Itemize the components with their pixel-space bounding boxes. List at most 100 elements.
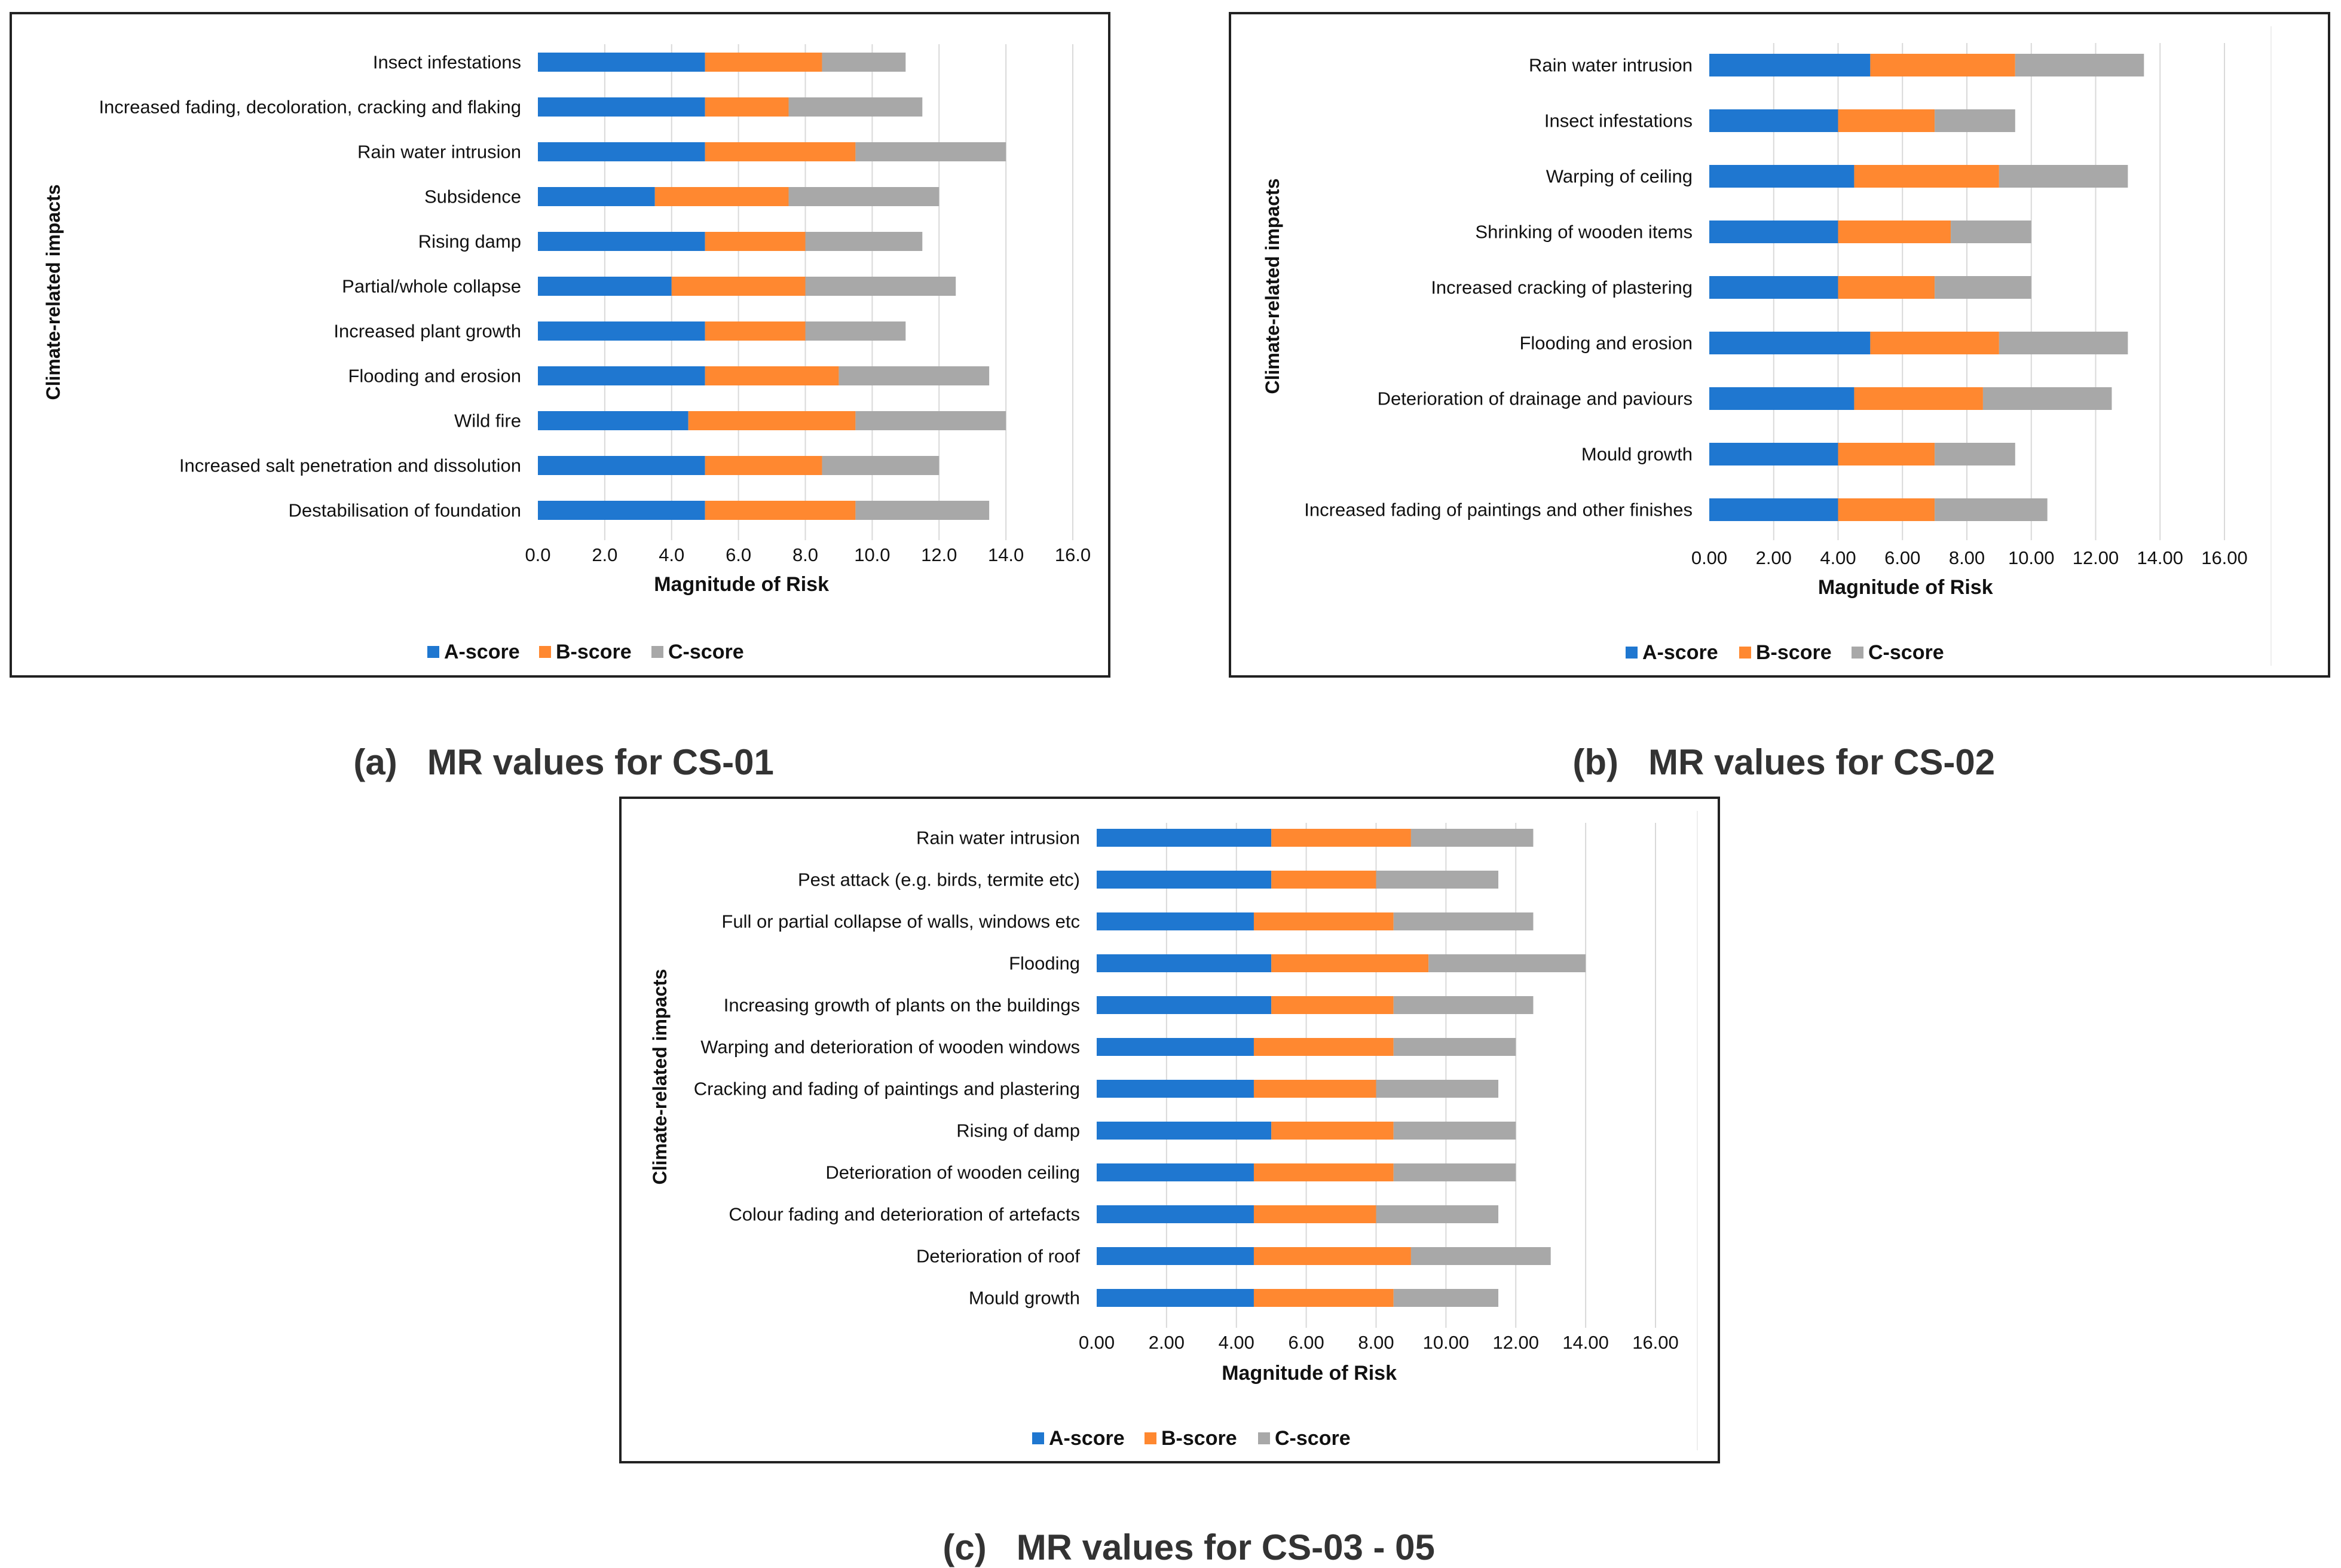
legend-label-a: B-score bbox=[556, 641, 632, 663]
bar-a-c-score bbox=[805, 321, 906, 341]
legend-swatch-b-a-score bbox=[1626, 647, 1638, 659]
bar-a-b-score bbox=[705, 97, 789, 117]
bar-c-c-score bbox=[1393, 1163, 1516, 1181]
bar-c-c-score bbox=[1393, 912, 1534, 930]
x-tick-label-a: 2.0 bbox=[592, 544, 617, 565]
category-label-a: Destabilisation of foundation bbox=[289, 500, 521, 521]
category-label-c: Increasing growth of plants on the build… bbox=[724, 995, 1080, 1016]
bar-c-c-score bbox=[1376, 871, 1499, 889]
legend-label-c: A-score bbox=[1049, 1427, 1125, 1450]
bar-c-c-score bbox=[1393, 1038, 1516, 1056]
bar-c-b-score bbox=[1253, 1163, 1394, 1181]
bar-c-b-score bbox=[1253, 1247, 1411, 1265]
category-label-c: Deterioration of roof bbox=[916, 1246, 1080, 1267]
bar-b-b-score bbox=[1870, 54, 2015, 76]
bar-b-c-score bbox=[1999, 332, 2128, 354]
bars-c bbox=[1097, 829, 1586, 1307]
caption-c: (c) MR values for CS-03 - 05 bbox=[923, 1486, 1435, 1568]
bar-c-a-score bbox=[1097, 1080, 1254, 1098]
bar-c-c-score bbox=[1393, 1122, 1516, 1140]
legend-label-a: A-score bbox=[444, 641, 520, 663]
x-axis-title-a: Magnitude of Risk bbox=[654, 573, 829, 596]
bar-c-a-score bbox=[1097, 1163, 1254, 1181]
bar-b-b-score bbox=[1838, 443, 1935, 466]
caption-b-text: MR values for CS-02 bbox=[1648, 742, 1996, 782]
bar-b-b-score bbox=[1838, 276, 1935, 299]
bar-b-a-score bbox=[1709, 498, 1838, 521]
bar-b-a-score bbox=[1709, 220, 1838, 243]
x-tick-label-a: 6.0 bbox=[726, 544, 751, 565]
bar-b-c-score bbox=[1935, 443, 2015, 466]
bar-b-a-score bbox=[1709, 276, 1838, 299]
x-tick-label-b: 8.00 bbox=[1949, 547, 1985, 568]
x-tick-label-a: 0.0 bbox=[525, 544, 550, 565]
caption-c-label: (c) bbox=[942, 1527, 987, 1567]
bar-c-a-score bbox=[1097, 1289, 1254, 1307]
legend-label-b: C-score bbox=[1868, 641, 1944, 664]
bar-b-a-score bbox=[1709, 109, 1838, 132]
bar-a-b-score bbox=[705, 232, 806, 251]
bar-c-a-score bbox=[1097, 1247, 1254, 1265]
bar-c-a-score bbox=[1097, 1205, 1254, 1223]
x-tick-label-c: 10.00 bbox=[1423, 1332, 1470, 1353]
category-label-a: Rising damp bbox=[418, 231, 521, 252]
y-axis-title-a: Climate-related impacts bbox=[42, 184, 64, 400]
bar-b-b-score bbox=[1870, 332, 1999, 354]
bar-a-a-score bbox=[538, 321, 705, 341]
x-tick-label-c: 16.00 bbox=[1632, 1332, 1679, 1353]
bar-c-c-score bbox=[1410, 829, 1534, 847]
bar-a-c-score bbox=[805, 232, 923, 251]
x-tick-label-c: 14.00 bbox=[1562, 1332, 1609, 1353]
category-label-a: Increased plant growth bbox=[333, 321, 521, 342]
chart-c-svg: Rain water intrusion Pest attack (e.g. bi… bbox=[649, 811, 1698, 1450]
bar-a-a-score bbox=[538, 187, 655, 206]
bar-a-a-score bbox=[538, 501, 705, 520]
category-labels-c: Rain water intrusion Pest attack (e.g. bi… bbox=[694, 828, 1081, 1309]
x-tick-label-b: 0.00 bbox=[1691, 547, 1727, 568]
x-tick-label-b: 12.00 bbox=[2073, 547, 2119, 568]
category-label-b: Flooding and erosion bbox=[1519, 333, 1693, 354]
x-tick-label-c: 2.00 bbox=[1149, 1332, 1185, 1353]
bar-c-b-score bbox=[1271, 954, 1429, 972]
legend-label-c: C-score bbox=[1275, 1427, 1351, 1450]
category-label-a: Flooding and erosion bbox=[348, 366, 521, 387]
category-label-c: Warping and deterioration of wooden wind… bbox=[700, 1037, 1080, 1058]
bar-a-b-score bbox=[671, 277, 806, 296]
bar-c-a-score bbox=[1097, 912, 1254, 930]
bar-a-c-score bbox=[855, 142, 1006, 161]
bar-b-c-score bbox=[2015, 54, 2144, 76]
legend-label-b: B-score bbox=[1756, 641, 1832, 664]
bar-a-c-score bbox=[855, 411, 1006, 430]
caption-a-label: (a) bbox=[353, 742, 397, 782]
bar-c-b-score bbox=[1271, 829, 1411, 847]
bar-a-a-score bbox=[538, 142, 705, 161]
category-label-c: Mould growth bbox=[969, 1288, 1080, 1309]
bar-c-b-score bbox=[1271, 996, 1394, 1014]
x-tick-label-a: 8.0 bbox=[792, 544, 818, 565]
legend-label-a: C-score bbox=[668, 641, 744, 663]
caption-a: (a) MR values for CS-01 bbox=[333, 700, 774, 783]
category-label-b: Increased fading of paintings and other … bbox=[1304, 500, 1693, 520]
bar-a-b-score bbox=[705, 53, 822, 72]
bar-b-c-score bbox=[1999, 165, 2128, 188]
bar-b-a-score bbox=[1709, 165, 1855, 188]
bar-c-a-score bbox=[1097, 954, 1272, 972]
x-tick-label-c: 0.00 bbox=[1079, 1332, 1115, 1353]
bar-a-c-score bbox=[839, 366, 990, 385]
bar-c-c-score bbox=[1410, 1247, 1551, 1265]
chart-a-svg: Insect infestations Increased fading, dec… bbox=[42, 44, 1091, 663]
bar-b-c-score bbox=[1951, 220, 2031, 243]
caption-b: (b) MR values for CS-02 bbox=[1553, 700, 1995, 783]
bar-a-a-score bbox=[538, 277, 672, 296]
legend-swatch-a-a-score bbox=[427, 646, 439, 658]
legend-swatch-b-b-score bbox=[1739, 647, 1751, 659]
caption-c-text: MR values for CS-03 - 05 bbox=[1016, 1527, 1435, 1567]
category-label-c: Pest attack (e.g. birds, termite etc) bbox=[798, 869, 1080, 890]
x-tick-label-c: 4.00 bbox=[1219, 1332, 1254, 1353]
bar-c-a-score bbox=[1097, 1038, 1254, 1056]
x-tick-labels-c: 0.00 2.00 4.00 6.00 8.00 10.00 12.00 14.00 16.00 bbox=[1079, 1332, 1679, 1353]
category-label-a: Insect infestations bbox=[373, 52, 521, 73]
legend-swatch-c-c-score bbox=[1258, 1432, 1270, 1444]
bar-b-c-score bbox=[1935, 498, 2048, 521]
bar-a-b-score bbox=[705, 456, 822, 475]
